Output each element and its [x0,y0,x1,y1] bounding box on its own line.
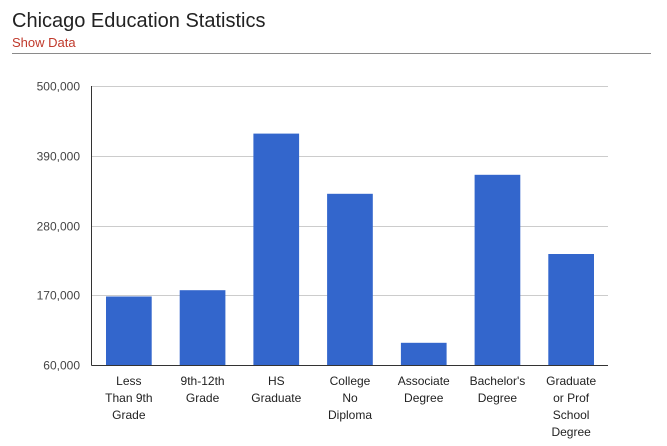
y-tick-label: 170,000 [37,289,81,303]
x-category-label: HS Graduate [251,374,301,405]
chart-header: Chicago Education Statistics Show Data [12,8,651,52]
x-category-label: College No Diploma [328,374,372,422]
bar[interactable] [106,296,152,366]
x-category-label: Less Than 9th Grade [105,374,152,422]
header-divider [12,53,651,54]
x-category-label: Graduate or Prof School Degree [546,374,596,439]
axes [91,86,608,366]
bar[interactable] [253,133,300,365]
chart-title: Chicago Education Statistics [12,10,266,32]
y-axis-tick-labels: 60,000 170,000 280,000 390,000 500,000 [37,80,81,373]
bar[interactable] [327,193,373,365]
x-category-label: 9th-12th Grade [181,374,225,405]
bar[interactable] [474,174,521,365]
bar[interactable] [548,254,594,365]
y-tick-label: 60,000 [43,359,80,373]
bar[interactable] [400,342,447,365]
x-category-label: Associate Degree [398,374,450,405]
bars [106,133,594,366]
bar[interactable] [179,290,226,365]
x-axis-category-labels: Less Than 9th Grade 9th-12th Grade HS Graduate… [105,374,596,439]
x-category-label: Bachelor's Degree [470,374,526,405]
show-data-link[interactable]: Show Data [12,35,76,50]
y-tick-label: 390,000 [37,150,81,164]
y-tick-label: 280,000 [37,220,81,234]
y-tick-label: 500,000 [37,80,81,94]
